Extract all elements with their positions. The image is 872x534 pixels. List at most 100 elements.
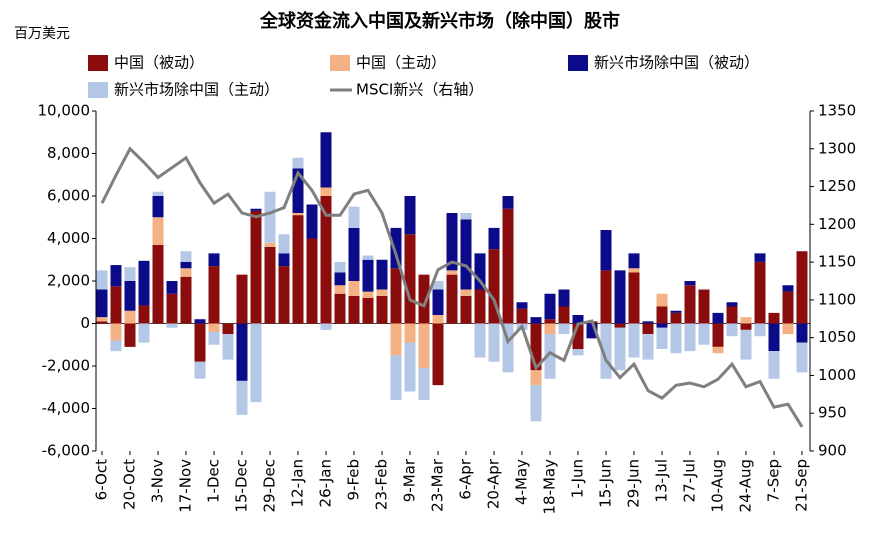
bar: [656, 293, 668, 307]
bar: [138, 323, 150, 343]
x-tick-label: 13-Jul: [653, 459, 671, 502]
bar: [404, 323, 416, 343]
bar: [600, 323, 612, 379]
bar: [502, 208, 514, 324]
bar: [250, 208, 262, 211]
bar: [712, 323, 724, 347]
x-tick-label: 20-Oct: [121, 459, 139, 510]
bar: [124, 267, 136, 281]
bar: [796, 342, 808, 373]
legend-label: 中国（主动）: [356, 54, 446, 72]
bar: [698, 323, 710, 345]
bar: [236, 323, 248, 381]
x-tick-label: 9-Feb: [345, 459, 363, 501]
bar: [306, 204, 318, 239]
y-tick-label: 2,000: [47, 272, 90, 290]
bar: [698, 289, 710, 324]
y-axis-label: 百万美元: [14, 26, 70, 42]
bar: [348, 295, 360, 324]
y2-tick-label: 1300: [818, 139, 856, 157]
bar: [110, 323, 122, 341]
bar: [264, 191, 276, 243]
legend-swatch: [568, 55, 588, 71]
x-tick-label: 23-Mar: [429, 458, 447, 512]
bar: [362, 298, 374, 324]
legend-swatch: [330, 55, 350, 71]
y2-tick-label: 1000: [818, 366, 856, 384]
bar: [348, 281, 360, 296]
x-tick-label: 15-Jun: [597, 459, 615, 508]
bar: [334, 293, 346, 324]
bar: [782, 323, 794, 335]
y-tick-label: 10,000: [38, 102, 91, 120]
x-tick-label: 20-Apr: [485, 458, 503, 509]
bar: [138, 305, 150, 324]
bar: [96, 289, 108, 318]
bar: [782, 285, 794, 292]
bar: [474, 289, 486, 324]
bar: [544, 293, 556, 320]
bar: [488, 323, 500, 362]
bar: [110, 265, 122, 287]
bar: [376, 289, 388, 296]
bar: [306, 238, 318, 324]
bar: [264, 247, 276, 324]
bar: [782, 291, 794, 324]
bar: [796, 251, 808, 324]
bar: [166, 323, 178, 328]
bar: [796, 323, 808, 343]
bar: [334, 272, 346, 286]
bar: [362, 255, 374, 260]
bar: [614, 327, 626, 371]
bar: [96, 321, 108, 324]
bar: [418, 368, 430, 400]
legend-swatch: [88, 82, 108, 98]
y2-tick-label: 1350: [818, 102, 856, 120]
bar: [362, 291, 374, 298]
y-tick-label: 0: [80, 314, 90, 332]
bar: [558, 289, 570, 307]
line: [100, 146, 804, 428]
bar: [754, 323, 766, 337]
bar: [460, 213, 472, 220]
bar: [152, 191, 164, 196]
legend-label: 新兴市场除中国（被动）: [594, 54, 759, 72]
bar: [642, 334, 654, 360]
bar: [292, 168, 304, 213]
bar: [628, 253, 640, 269]
bar: [474, 323, 486, 358]
bar: [712, 312, 724, 324]
bar: [628, 268, 640, 273]
bar: [754, 253, 766, 262]
bar: [208, 332, 220, 345]
bar: [96, 270, 108, 290]
bar: [460, 295, 472, 324]
bar: [222, 323, 234, 335]
y2-tick-label: 1200: [818, 215, 856, 233]
bar: [222, 334, 234, 360]
bar: [656, 323, 668, 328]
x-tick-label: 6-Apr: [457, 458, 475, 499]
bar: [768, 351, 780, 379]
bar: [404, 196, 416, 235]
x-tick-label: 15-Dec: [233, 459, 251, 513]
x-tick-label: 1-Jun: [569, 459, 587, 498]
bar: [152, 217, 164, 245]
bar: [474, 253, 486, 290]
bar: [292, 215, 304, 324]
x-tick-label: 21-Sep: [793, 459, 811, 512]
bar: [404, 342, 416, 392]
bar: [432, 323, 444, 386]
bar: [208, 323, 220, 332]
x-tick-label: 23-Feb: [373, 459, 391, 510]
x-tick-label: 12-Jan: [289, 459, 307, 507]
bar: [292, 213, 304, 216]
bar: [740, 329, 752, 360]
x-tick-label: 1-Dec: [205, 459, 223, 503]
bar: [110, 286, 122, 324]
bar: [488, 227, 500, 250]
bar: [670, 310, 682, 313]
bar: [152, 244, 164, 324]
bar: [446, 274, 458, 324]
bar: [376, 295, 388, 324]
